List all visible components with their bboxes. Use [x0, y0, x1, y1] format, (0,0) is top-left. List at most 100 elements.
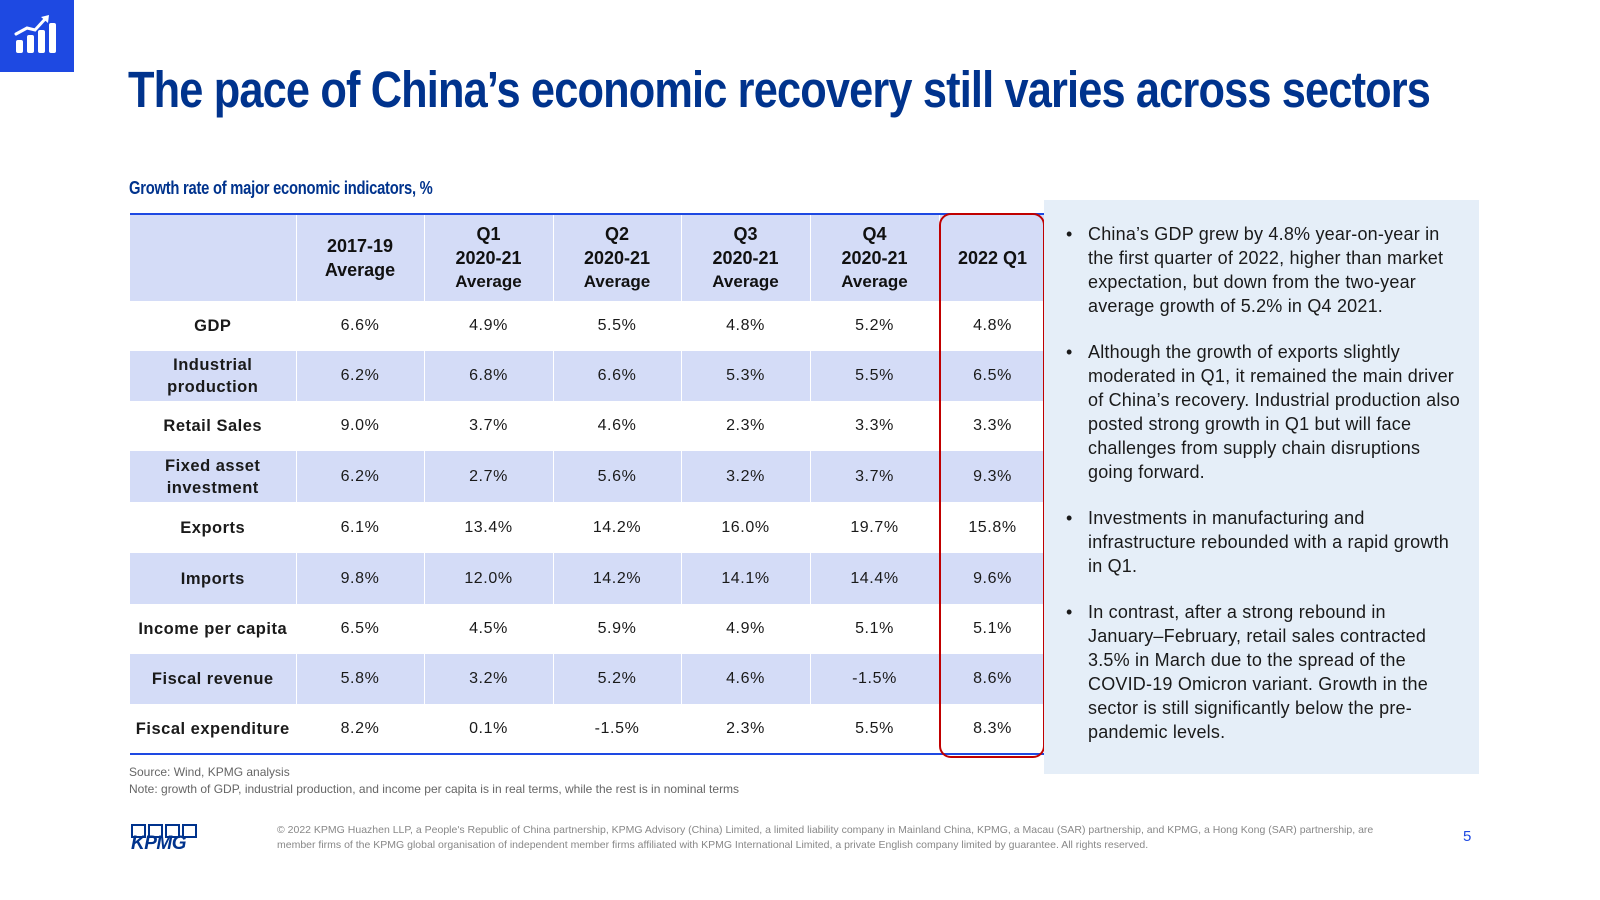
commentary-bullet: China’s GDP grew by 4.8% year-on-year in…	[1066, 222, 1461, 318]
header-cell: 2022 Q1	[939, 214, 1047, 301]
value-cell: 6.1%	[296, 502, 425, 553]
value-cell: 8.2%	[296, 704, 425, 754]
value-cell: 5.1%	[939, 604, 1047, 654]
value-cell: 3.3%	[939, 401, 1047, 451]
value-cell: 19.7%	[810, 502, 940, 553]
row-label: Fixed asset investment	[130, 451, 297, 502]
header-cell: Q3 2020-21 Average	[681, 214, 811, 301]
value-cell: 4.9%	[424, 301, 554, 351]
value-cell: 3.2%	[681, 451, 811, 502]
indicators-table: 2017-19 Average Q1 2020-21 Average Q2 2020-21 A…	[130, 213, 1047, 755]
row-label: Fiscal expenditure	[130, 704, 297, 754]
page-title: The pace of China’s economic recovery st…	[128, 61, 1431, 118]
header-cell: Q4 2020-21 Average	[810, 214, 940, 301]
value-cell: 4.9%	[681, 604, 811, 654]
value-cell: 4.6%	[681, 654, 811, 704]
value-cell: 15.8%	[939, 502, 1047, 553]
table-body: GDP 6.6% 4.9% 5.5% 4.8% 5.2% 4.8% Industrial pr…	[130, 301, 1047, 754]
value-cell: 5.1%	[810, 604, 940, 654]
header-line: Average	[841, 272, 908, 291]
commentary-panel: China’s GDP grew by 4.8% year-on-year in…	[1044, 200, 1479, 774]
table-subtitle: Growth rate of major economic indicators…	[129, 178, 433, 198]
row-label: Fiscal revenue	[130, 654, 297, 704]
source-text: Source: Wind, KPMG analysis	[129, 765, 290, 779]
value-cell: 4.8%	[939, 301, 1047, 351]
kpmg-logo: KPMG	[131, 824, 199, 854]
page-number: 5	[1463, 828, 1472, 845]
copyright-notice: © 2022 KPMG Huazhen LLP, a People's Repu…	[277, 824, 1374, 851]
header-line: Average	[583, 272, 651, 291]
value-cell: 5.3%	[681, 351, 811, 401]
value-cell: 16.0%	[681, 502, 811, 553]
commentary-bullet: Although the growth of exports slightly …	[1066, 340, 1461, 484]
header-line: 2022 Q1	[957, 248, 1028, 268]
value-cell: 5.2%	[553, 654, 682, 704]
value-cell: 9.8%	[296, 553, 425, 604]
value-cell: 6.6%	[296, 301, 425, 351]
value-cell: 5.5%	[553, 301, 682, 351]
row-label: GDP	[130, 301, 297, 351]
header-line: 2020-21	[841, 248, 908, 268]
header-line: Average	[712, 272, 779, 291]
value-cell: 2.7%	[424, 451, 554, 502]
commentary-bullet: Investments in manufacturing and infrast…	[1066, 506, 1461, 578]
table-row: Industrial production 6.2% 6.8% 6.6% 5.3% 5.5…	[130, 351, 1047, 401]
kpmg-logo-boxes	[131, 824, 199, 838]
header-line: Q3	[733, 224, 758, 244]
value-cell: 14.2%	[553, 553, 682, 604]
value-cell: 8.6%	[939, 654, 1047, 704]
value-cell: 5.5%	[810, 704, 940, 754]
header-line: 2017-19	[326, 236, 394, 256]
value-cell: 0.1%	[424, 704, 554, 754]
header-line: Average	[324, 260, 396, 280]
value-cell: 9.6%	[939, 553, 1047, 604]
value-cell: 6.5%	[296, 604, 425, 654]
value-cell: 6.8%	[424, 351, 554, 401]
header-cell: 2017-19 Average	[296, 214, 425, 301]
source-notes: Source: Wind, KPMG analysis Note: growth…	[129, 764, 739, 798]
header-line: Average	[455, 272, 522, 291]
header-line: Q4	[862, 224, 887, 244]
value-cell: -1.5%	[810, 654, 940, 704]
value-cell: 13.4%	[424, 502, 554, 553]
value-cell: 12.0%	[424, 553, 554, 604]
value-cell: 14.2%	[553, 502, 682, 553]
row-label: Exports	[130, 502, 297, 553]
value-cell: 14.1%	[681, 553, 811, 604]
table-row: Retail Sales 9.0% 3.7% 4.6% 2.3% 3.3% 3.3%	[130, 401, 1047, 451]
table-row: GDP 6.6% 4.9% 5.5% 4.8% 5.2% 4.8%	[130, 301, 1047, 351]
value-cell: 4.5%	[424, 604, 554, 654]
value-cell: 3.7%	[424, 401, 554, 451]
value-cell: 6.2%	[296, 351, 425, 401]
commentary-list: China’s GDP grew by 4.8% year-on-year in…	[1066, 222, 1461, 744]
row-label: Imports	[130, 553, 297, 604]
table-row: Fiscal expenditure 8.2% 0.1% -1.5% 2.3% 5.5% 8…	[130, 704, 1047, 754]
header-line: Q2	[604, 224, 629, 244]
bar-chart-growth-icon	[14, 15, 56, 53]
header-line: 2020-21	[712, 248, 779, 268]
value-cell: 5.8%	[296, 654, 425, 704]
value-cell: 3.3%	[810, 401, 940, 451]
table-row: Exports 6.1% 13.4% 14.2% 16.0% 19.7% 15.8%	[130, 502, 1047, 553]
table-row: Fiscal revenue 5.8% 3.2% 5.2% 4.6% -1.5% 8.6%	[130, 654, 1047, 704]
value-cell: 4.8%	[681, 301, 811, 351]
kpmg-logo-text: KPMG	[131, 833, 187, 854]
corner-chart-icon	[0, 0, 74, 72]
value-cell: 9.0%	[296, 401, 425, 451]
table-row: Imports 9.8% 12.0% 14.2% 14.1% 14.4% 9.6%	[130, 553, 1047, 604]
header-cell: Q2 2020-21 Average	[553, 214, 682, 301]
value-cell: 5.9%	[553, 604, 682, 654]
value-cell: 2.3%	[681, 401, 811, 451]
row-label: Industrial production	[130, 351, 297, 401]
value-cell: -1.5%	[553, 704, 682, 754]
value-cell: 6.2%	[296, 451, 425, 502]
value-cell: 8.3%	[939, 704, 1047, 754]
commentary-bullet: In contrast, after a strong rebound in J…	[1066, 600, 1461, 744]
row-label: Income per capita	[130, 604, 297, 654]
table-row: Fixed asset investment 6.2% 2.7% 5.6% 3.2% 3.…	[130, 451, 1047, 502]
value-cell: 4.6%	[553, 401, 682, 451]
table-row: Income per capita 6.5% 4.5% 5.9% 4.9% 5.1% 5.1…	[130, 604, 1047, 654]
value-cell: 14.4%	[810, 553, 940, 604]
note-text: Note: growth of GDP, industrial producti…	[129, 782, 740, 796]
value-cell: 6.6%	[553, 351, 682, 401]
